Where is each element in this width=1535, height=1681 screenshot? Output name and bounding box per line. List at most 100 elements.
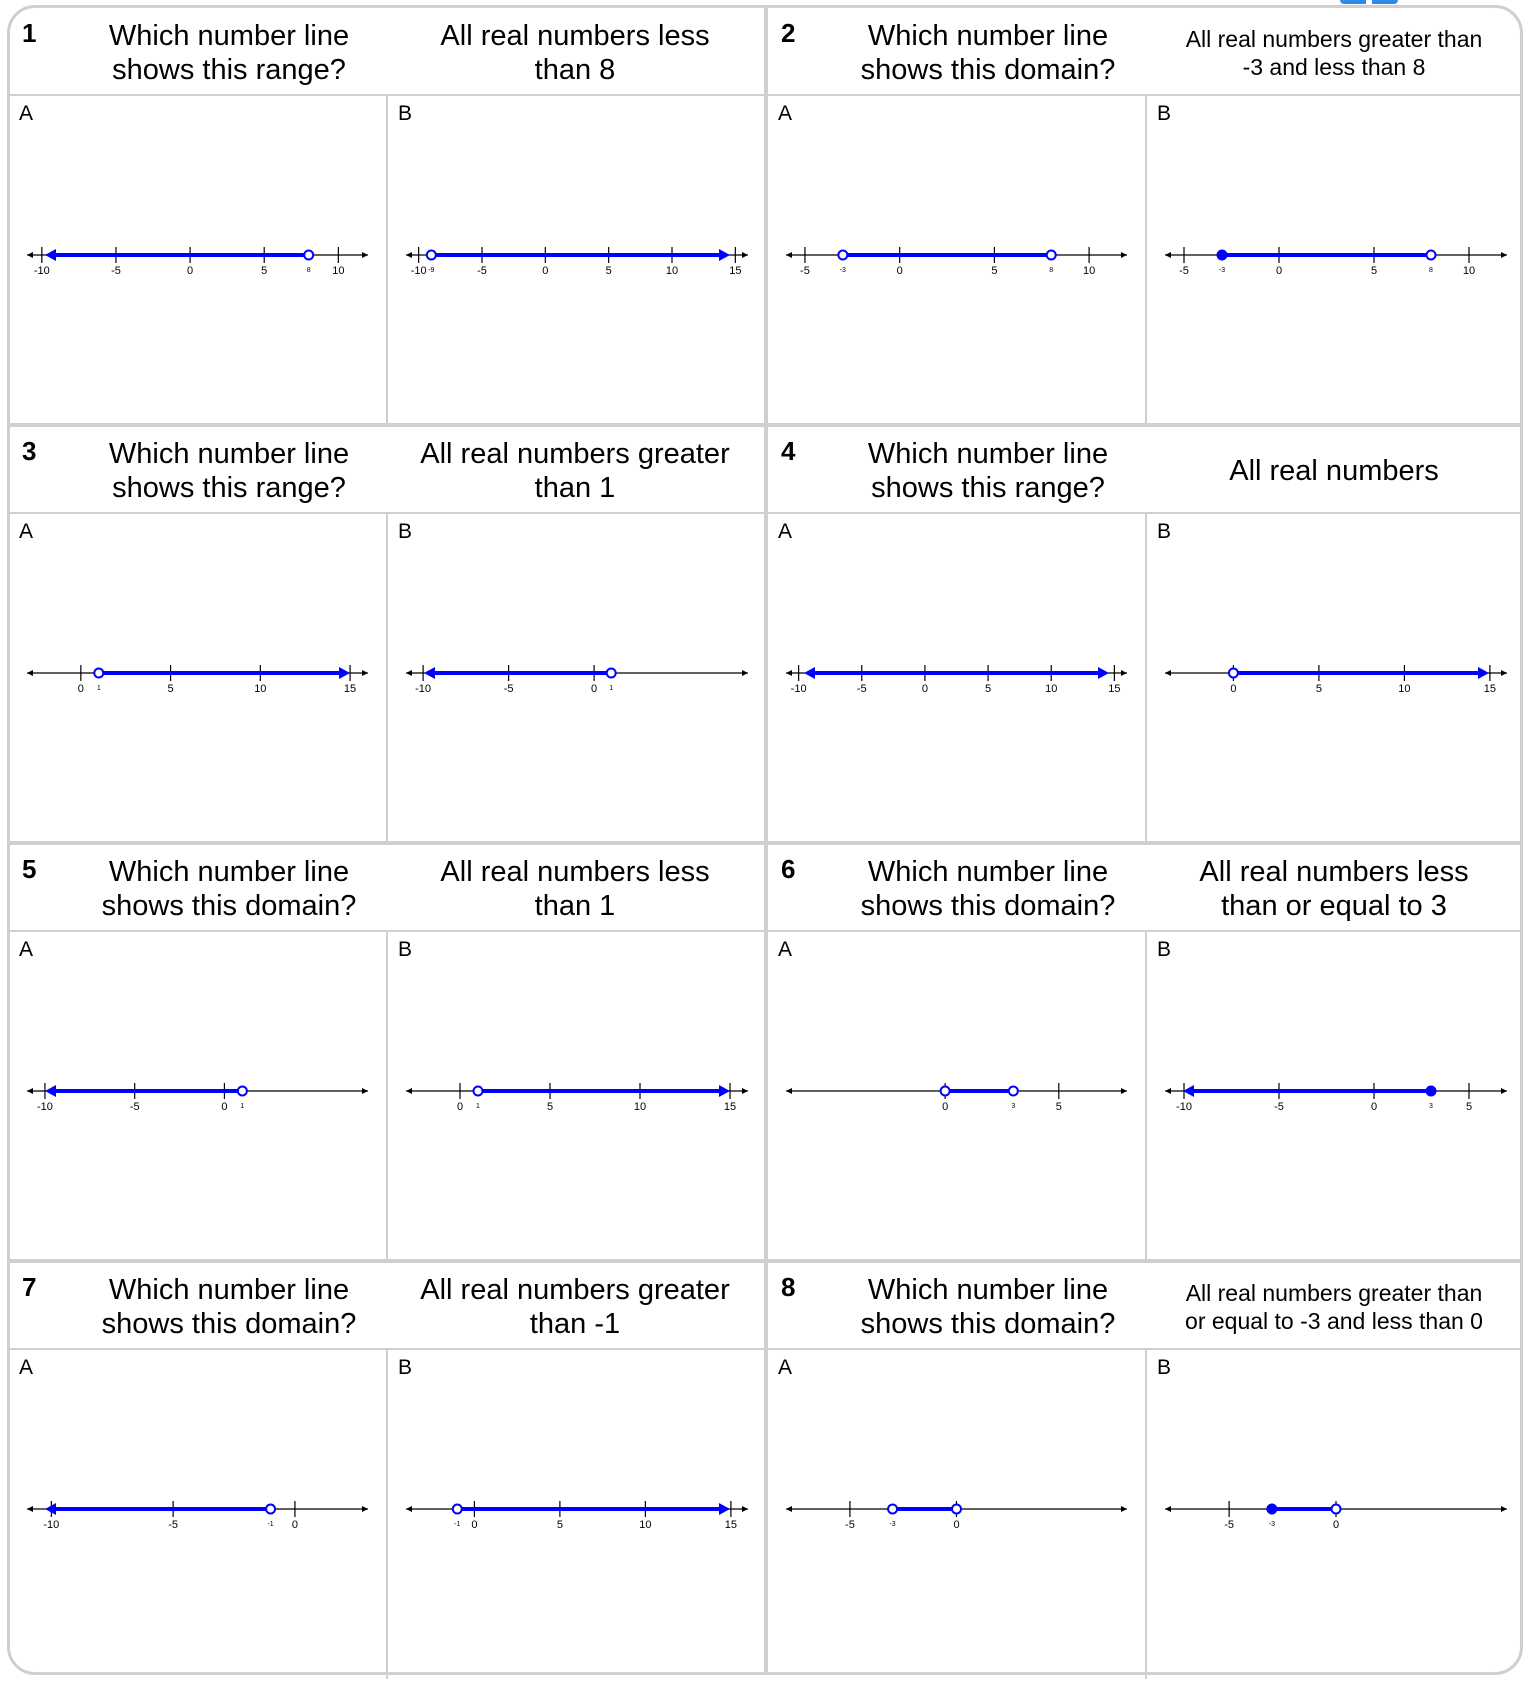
option-label: A: [19, 938, 34, 961]
tick-label: 0: [457, 1101, 463, 1113]
question-header: 5 Which number line shows this domain? All…: [9, 845, 764, 932]
number-line: -5 0 5 10 -3 8: [1165, 247, 1507, 277]
tick-label: 5: [557, 1519, 563, 1531]
axis-arrow-left: [1165, 1088, 1171, 1094]
tick-label: 5: [1056, 1101, 1062, 1113]
answer-option-b[interactable]: B -5 0 -3: [1145, 1350, 1523, 1679]
option-label: A: [778, 520, 793, 543]
solution-arrow-left: [1183, 1085, 1194, 1097]
question-header: 8 Which number line shows this domain? All…: [768, 1263, 1523, 1350]
tick-label: -10: [34, 265, 50, 277]
point-label: -3: [1269, 1521, 1275, 1528]
answer-option-a[interactable]: A 0 5 3: [768, 932, 1145, 1261]
point-label: 1: [609, 685, 613, 692]
question-card-8: 8 Which number line shows this domain? All…: [768, 1263, 1523, 1679]
answer-option-b[interactable]: B -10 -5 0 1: [386, 514, 764, 843]
open-endpoint: [303, 249, 315, 261]
answer-option-b[interactable]: B 0 5 10 15 -1: [386, 1350, 764, 1679]
option-label: B: [398, 938, 413, 961]
axis-arrow-left: [27, 670, 33, 676]
answer-option-b[interactable]: B -10 -5 0 5 10 15 -9: [386, 96, 764, 425]
tick-label: 5: [1466, 1101, 1472, 1113]
axis-arrow-left: [27, 252, 33, 258]
question-prompt: Which number line shows this range?: [108, 19, 350, 86]
axis-arrow-right: [742, 1506, 748, 1512]
point-label: 3: [1429, 1103, 1433, 1110]
option-label: B: [398, 520, 413, 543]
option-label: A: [778, 938, 793, 961]
question-header: 1 Which number line shows this range? All …: [9, 9, 764, 96]
solution-arrow-right: [719, 249, 730, 261]
tick-label: 5: [261, 265, 267, 277]
number-line: 0 5 10 15 1: [406, 1083, 748, 1113]
answer-option-a[interactable]: A -10 -5 0 5 10 15: [768, 514, 1145, 843]
tick-label: 0: [78, 683, 84, 695]
tick-label: 5: [985, 683, 991, 695]
axis-arrow-left: [27, 1088, 33, 1094]
tick-label: 5: [168, 683, 174, 695]
number-line: -10 -5 0 1: [406, 665, 748, 695]
question-number: 5: [22, 854, 37, 884]
open-endpoint: [837, 249, 849, 261]
top-tab-handle[interactable]: [1340, 0, 1398, 4]
question-header: 7 Which number line shows this domain? All…: [9, 1263, 764, 1350]
open-endpoint: [887, 1503, 899, 1515]
open-endpoint: [425, 249, 437, 261]
tick-label: 10: [1463, 265, 1475, 277]
answer-option-a[interactable]: A 0 5 10 15 1: [9, 514, 386, 843]
answer-option-a[interactable]: A -10 -5 0 -1: [9, 1350, 386, 1679]
tick-label: 0: [1230, 683, 1236, 695]
answer-option-b[interactable]: B -10 -5 0 5 3: [1145, 932, 1523, 1261]
question-prompt: Which number line shows this domain?: [101, 1273, 357, 1340]
option-label: A: [778, 102, 793, 125]
question-prompt: Which number line shows this range?: [108, 437, 350, 504]
number-line: -10 -5 0 5 10 8: [27, 247, 368, 277]
tick-label: -5: [857, 683, 867, 695]
tick-label: -5: [800, 265, 810, 277]
answer-option-a[interactable]: A -5 0 -3: [768, 1350, 1145, 1679]
question-prompt: Which number line shows this range?: [867, 437, 1109, 504]
option-label: A: [778, 1356, 793, 1379]
tick-label: 15: [729, 265, 741, 277]
axis-arrow-right: [1501, 670, 1507, 676]
answer-option-b[interactable]: B -5 0 5 10 -3 8: [1145, 96, 1523, 425]
answer-option-b[interactable]: B 0 5 10 15: [1145, 514, 1523, 843]
tick-label: -10: [1176, 1101, 1192, 1113]
option-label: A: [19, 102, 34, 125]
number-line: 0 5 10 15 1: [27, 665, 368, 695]
tick-label: 0: [897, 265, 903, 277]
axis-arrow-right: [742, 252, 748, 258]
tick-label: 15: [1108, 683, 1120, 695]
solution-arrow-right: [1098, 667, 1109, 679]
number-line: -5 0 -3: [786, 1501, 1127, 1531]
tick-label: 5: [1371, 265, 1377, 277]
question-header: 6 Which number line shows this domain? All…: [768, 845, 1523, 932]
answer-option-b[interactable]: B 0 5 10 15 1: [386, 932, 764, 1261]
solution-arrow-right: [719, 1503, 730, 1515]
tick-label: -5: [130, 1101, 140, 1113]
number-line: 0 5 10 15: [1165, 665, 1507, 695]
tick-label: 0: [953, 1519, 959, 1531]
question-number: 2: [781, 18, 796, 48]
axis-arrow-left: [786, 1506, 792, 1512]
answer-option-a[interactable]: A -10 -5 0 5 10 8: [9, 96, 386, 425]
point-label: -3: [889, 1521, 895, 1528]
point-label: 8: [307, 267, 311, 274]
axis-arrow-right: [362, 670, 368, 676]
question-prompt: Which number line shows this domain?: [860, 19, 1116, 86]
axis-arrow-right: [1121, 670, 1127, 676]
axis-arrow-right: [1121, 1506, 1127, 1512]
tick-label: -5: [111, 265, 121, 277]
tick-label: 5: [1316, 683, 1322, 695]
closed-endpoint: [1216, 249, 1228, 261]
open-endpoint: [605, 667, 617, 679]
tick-label: 0: [1333, 1519, 1339, 1531]
answer-option-a[interactable]: A -5 0 5 10 -3 8: [768, 96, 1145, 425]
axis-arrow-left: [27, 1506, 33, 1512]
answer-option-a[interactable]: A -10 -5 0 1: [9, 932, 386, 1261]
point-label: -1: [267, 1521, 273, 1528]
tick-label: -5: [477, 265, 487, 277]
solution-arrow-left: [45, 1085, 56, 1097]
axis-arrow-left: [406, 252, 412, 258]
